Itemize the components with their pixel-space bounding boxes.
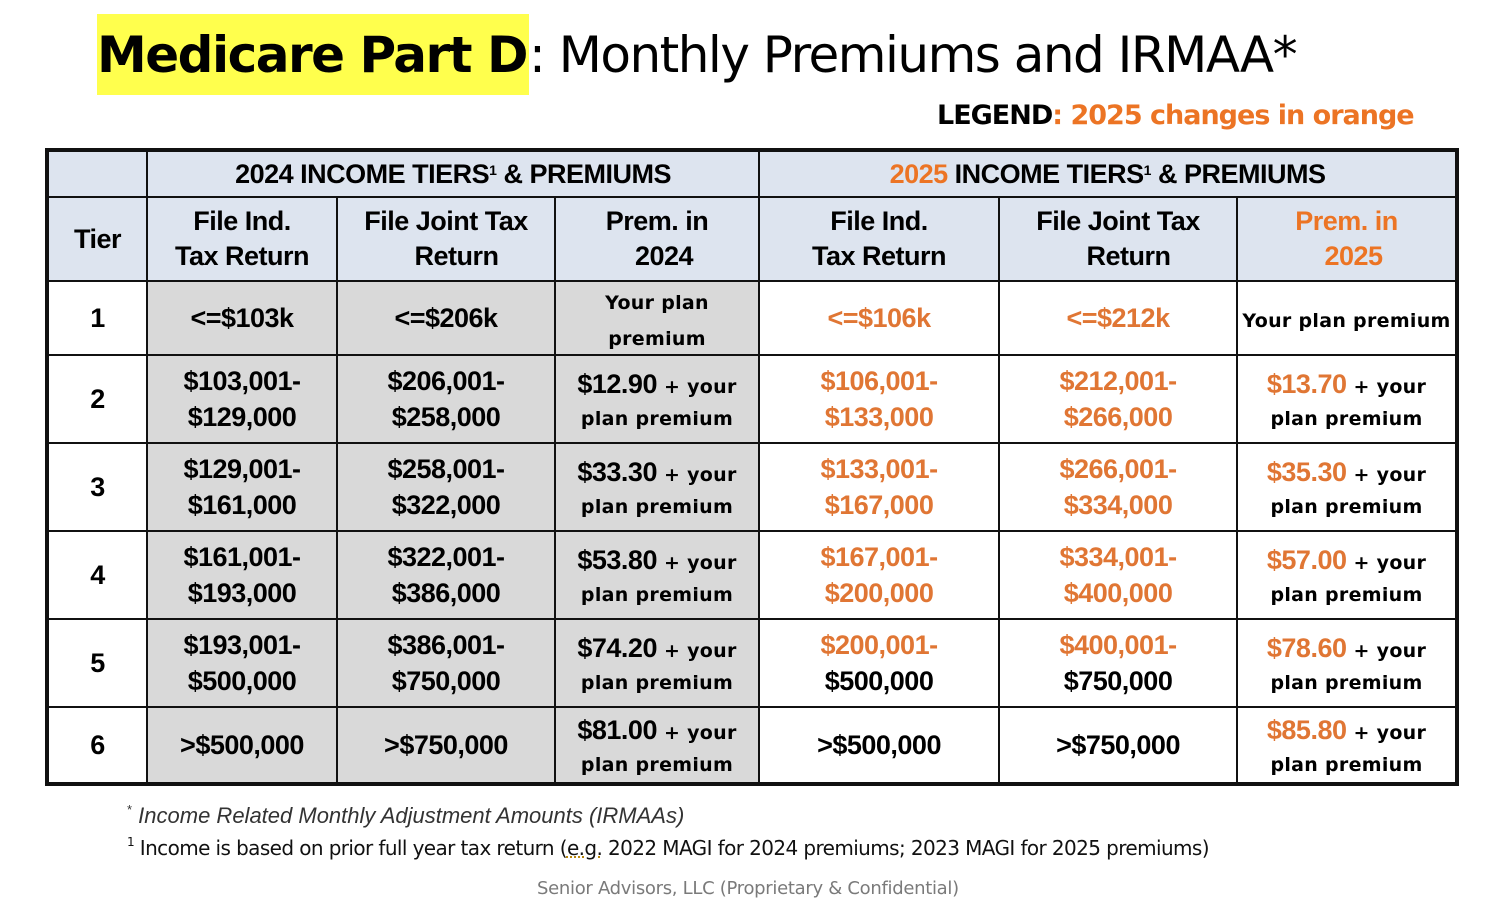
table-row: 2 $103,001- $129,000 $206,001- $258,000 $1… [47, 354, 1458, 444]
col-header-joint-2025: File Joint Tax Return [998, 196, 1239, 282]
col-header-tier: Tier [47, 196, 148, 282]
group-header-row: 2024 INCOME TIERS1 & PREMIUMS 2025 INCOM… [47, 150, 1458, 198]
joint-2024-cell: $322,001- $386,000 [336, 530, 556, 620]
col-header-joint-2024: File Joint Tax Return [336, 196, 556, 282]
tier-cell: 3 [47, 442, 148, 532]
joint-2025-cell: $400,001- $750,000 [998, 618, 1239, 708]
prem-2025-cell: $85.80 + your plan premium [1236, 706, 1458, 784]
ind-2024-cell: >$500,000 [146, 706, 338, 784]
page-title: Medicare Part D: Monthly Premiums and IR… [97, 14, 1298, 95]
col-header-ind-2025: File Ind. Tax Return [758, 196, 1001, 282]
joint-2024-cell: $206,001- $258,000 [336, 354, 556, 444]
joint-2024-cell: <=$206k [336, 280, 556, 356]
joint-2025-cell: <=$212k [998, 280, 1239, 356]
ind-2024-cell: $161,001- $193,000 [146, 530, 338, 620]
title-rest: : Monthly Premiums and IRMAA* [528, 25, 1298, 84]
col-header-prem-2024: Prem. in 2024 [553, 196, 761, 282]
joint-2025-cell: $212,001- $266,000 [998, 354, 1239, 444]
ind-2024-cell: $193,001- $500,000 [146, 618, 338, 708]
col-header-ind-2024: File Ind. Tax Return [146, 196, 338, 282]
table-row: 6 >$500,000 >$750,000 $81.00 + your plan … [47, 706, 1458, 784]
tier-cell: 2 [47, 354, 148, 444]
joint-2025-cell: $266,001- $334,000 [998, 442, 1239, 532]
ind-2025-cell: >$500,000 [758, 706, 1001, 784]
column-header-row: Tier File Ind. Tax Return File Joint Tax … [47, 196, 1458, 282]
joint-2025-cell: $334,001- $400,000 [998, 530, 1239, 620]
ind-2025-cell: $200,001- $500,000 [758, 618, 1001, 708]
ind-2024-cell: $129,001- $161,000 [146, 442, 338, 532]
table-row: 3 $129,001- $161,000 $258,001- $322,000 $3… [47, 442, 1458, 532]
joint-2024-cell: >$750,000 [336, 706, 556, 784]
ind-2025-cell: $133,001- $167,000 [758, 442, 1001, 532]
ind-2024-cell: $103,001- $129,000 [146, 354, 338, 444]
prem-2024-cell: $53.80 + your plan premium [553, 530, 761, 620]
col-header-prem-2025: Prem. in 2025 [1236, 196, 1458, 282]
prem-2024-cell: $74.20 + your plan premium [553, 618, 761, 708]
prem-2025-cell: $35.30 + your plan premium [1236, 442, 1458, 532]
prem-2025-cell: $13.70 + your plan premium [1236, 354, 1458, 444]
prem-2025-cell: $57.00 + your plan premium [1236, 530, 1458, 620]
ind-2025-cell: <=$106k [758, 280, 1001, 356]
irmaa-table: 2024 INCOME TIERS1 & PREMIUMS 2025 INCOM… [44, 148, 1460, 786]
tier-cell: 6 [47, 706, 148, 784]
prem-2025-cell: $78.60 + your plan premium [1236, 618, 1458, 708]
prem-2024-cell: $33.30 + your plan premium [553, 442, 761, 532]
tier-cell: 1 [47, 280, 148, 356]
table-row: 5 $193,001- $500,000 $386,001- $750,000 $7… [47, 618, 1458, 708]
group-header-2025: 2025 INCOME TIERS1 & PREMIUMS [758, 150, 1458, 198]
table-row: 4 $161,001- $193,000 $322,001- $386,000 $5… [47, 530, 1458, 620]
footnote-income: 1 Income is based on prior full year tax… [127, 835, 1210, 860]
prem-2024-cell: $81.00 + your plan premium [553, 706, 761, 784]
credit-line: Senior Advisors, LLC (Proprietary & Conf… [537, 878, 959, 899]
empty-header-cell [47, 150, 148, 198]
title-highlighted: Medicare Part D [97, 14, 529, 95]
tier-cell: 5 [47, 618, 148, 708]
joint-2024-cell: $386,001- $750,000 [336, 618, 556, 708]
prem-2024-cell: $12.90 + your plan premium [553, 354, 761, 444]
ind-2024-cell: <=$103k [146, 280, 338, 356]
ind-2025-cell: $106,001- $133,000 [758, 354, 1001, 444]
legend: LEGEND: 2025 changes in orange [937, 100, 1415, 131]
footnote-irmaa: * Income Related Monthly Adjustment Amou… [127, 802, 685, 828]
table-row: 1 <=$103k <=$206k Your plan premium <=$10… [47, 280, 1458, 356]
joint-2024-cell: $258,001- $322,000 [336, 442, 556, 532]
prem-2025-cell: Your plan premium [1236, 280, 1458, 356]
tier-cell: 4 [47, 530, 148, 620]
joint-2025-cell: >$750,000 [998, 706, 1239, 784]
group-header-2024: 2024 INCOME TIERS1 & PREMIUMS [145, 150, 761, 198]
legend-label: LEGEND [937, 100, 1053, 131]
ind-2025-cell: $167,001- $200,000 [758, 530, 1001, 620]
prem-2024-cell: Your plan premium [553, 280, 761, 356]
legend-text: : 2025 changes in orange [1052, 100, 1414, 131]
